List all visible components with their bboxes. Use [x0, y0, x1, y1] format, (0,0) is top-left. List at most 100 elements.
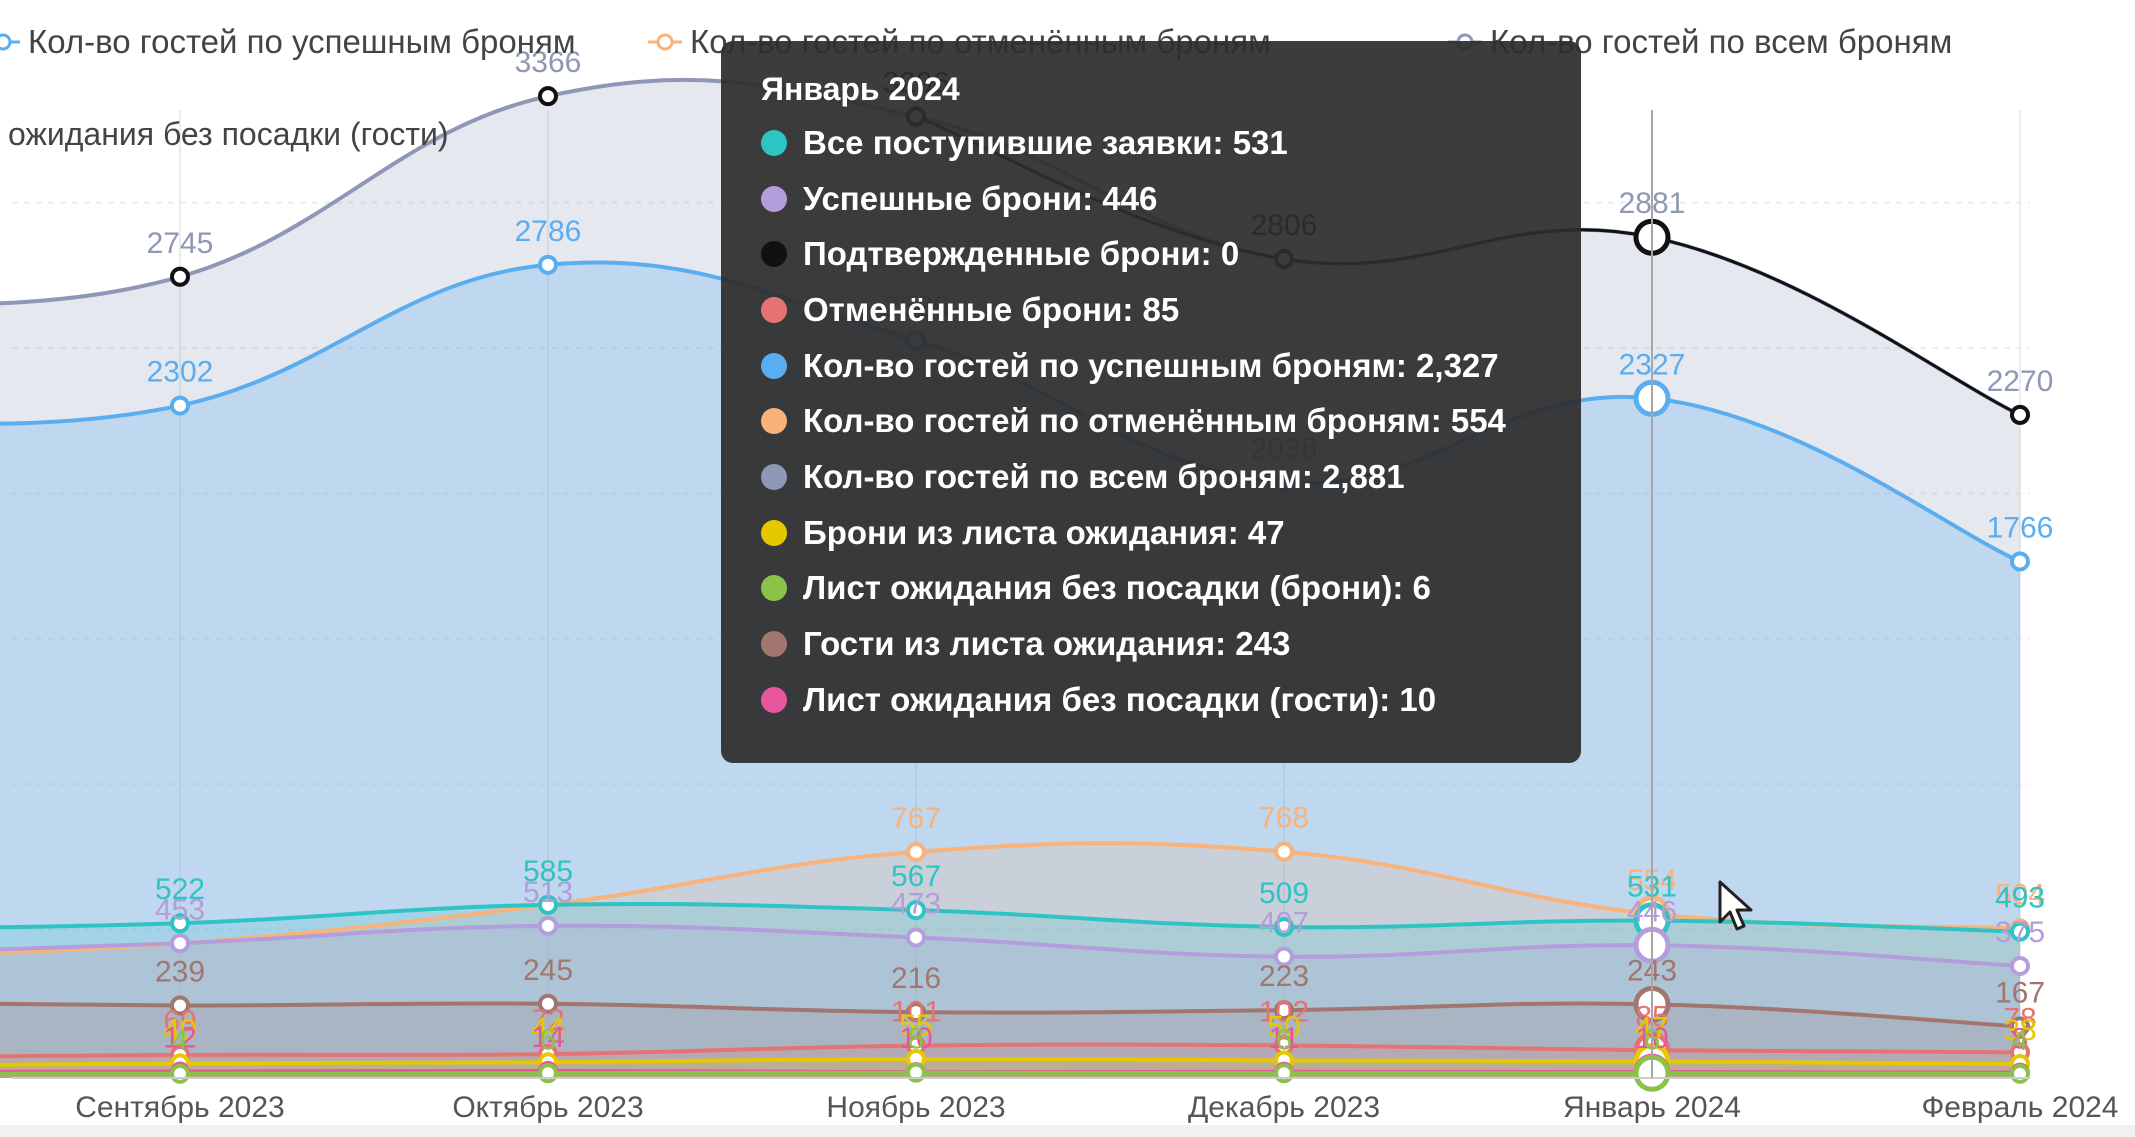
series-3-value-label: 102	[1259, 995, 1309, 1028]
series-color-dot-icon	[761, 352, 787, 379]
series-8-point[interactable]	[170, 1063, 190, 1084]
series-2-point[interactable]	[538, 86, 558, 107]
series-8-value-label: 8	[908, 1023, 925, 1056]
series-5-point[interactable]	[1274, 841, 1294, 862]
series-0-point[interactable]	[906, 900, 926, 921]
x-axis-tick-label: Октябрь 2023	[452, 1091, 643, 1124]
tooltip-row-label: Кол-во гостей по отменённым броням: 554	[803, 402, 1506, 440]
series-0-point[interactable]	[2010, 921, 2030, 942]
series-9-point[interactable]	[906, 1002, 926, 1023]
series-5-area	[0, 843, 2020, 1078]
x-axis-tick-label: Ноябрь 2023	[826, 1091, 1005, 1124]
series-4-point[interactable]	[2010, 551, 2030, 572]
x-axis-tick-label: Декабрь 2023	[1188, 1091, 1380, 1124]
series-5-value-label: 768	[1259, 802, 1309, 835]
series-10-value-label: 8	[2012, 1023, 2029, 1056]
series-1-value-label: 453	[155, 893, 205, 926]
series-0-point[interactable]	[1274, 916, 1294, 937]
series-9-value-label: 245	[523, 954, 573, 987]
tooltip-row-label: Кол-во гостей по успешным броням: 2,327	[803, 346, 1499, 384]
x-axis-tick-label: Январь 2024	[1563, 1091, 1741, 1124]
tooltip-title: Январь 2024	[761, 71, 960, 107]
tooltip-row-label: Успешные брони: 446	[803, 179, 1158, 217]
series-0-point[interactable]	[170, 913, 190, 934]
series-1-value-label: 407	[1259, 907, 1309, 940]
series-1-point[interactable]	[170, 933, 190, 954]
series-10-value-label: 14	[531, 1021, 564, 1054]
series-0-value-label: 509	[1259, 877, 1309, 910]
series-3-value-label: 78	[2003, 1002, 2036, 1035]
series-6-value-label: 3366	[515, 46, 582, 79]
series-3-value-label: 72	[531, 1004, 564, 1037]
tooltip-row: Все поступившие заявки: 531	[761, 115, 1581, 171]
series-0-point[interactable]	[538, 894, 558, 915]
tooltip-row: Успешные брони: 446	[761, 171, 1581, 227]
tooltip-row-label: Лист ожидания без посадки (гости): 10	[803, 680, 1437, 718]
x-axis-tick-label: Сентябрь 2023	[75, 1091, 284, 1124]
series-color-dot-icon	[761, 241, 787, 268]
series-10-value-label: 10	[899, 1022, 932, 1055]
tooltip-rows: Все поступившие заявки: 531 Успешные брон…	[761, 115, 1581, 728]
series-7-value-label: 50	[1267, 1010, 1300, 1043]
series-5-value-label: 504	[1995, 878, 2045, 911]
series-0-value-label: 493	[1995, 882, 2045, 915]
series-9-value-label: 167	[1995, 976, 2045, 1009]
series-1-value-label: 473	[891, 887, 941, 920]
tooltip-row: Кол-во гостей по успешным броням: 2,327	[761, 338, 1581, 394]
tooltip-row: Кол-во гостей по отменённым броням: 554	[761, 393, 1581, 449]
legend-item-label[interactable]: Кол-во гостей по успешным броням	[28, 23, 576, 60]
series-5-value-label: 585	[523, 855, 573, 888]
series-8-line	[0, 1070, 2021, 1076]
series-9-value-label: 239	[155, 955, 205, 988]
tooltip-row-label: Подтвержденные брони: 0	[803, 235, 1240, 273]
series-9-point[interactable]	[2010, 1016, 2030, 1037]
legend-point-marker	[0, 33, 12, 51]
series-4-value-label: 1766	[1987, 511, 2054, 544]
series-7-value-label: 40	[163, 1013, 196, 1046]
series-2-point[interactable]	[170, 266, 190, 287]
series-9-value-label: 216	[891, 962, 941, 995]
series-1-point[interactable]	[1274, 946, 1294, 967]
series-8-point[interactable]	[906, 1062, 926, 1083]
series-0-value-label: 522	[155, 873, 205, 906]
series-5-value-label: 767	[891, 802, 941, 835]
series-7-value-label: 38	[2003, 1014, 2036, 1047]
series-4-value-label: 2786	[515, 215, 582, 248]
series-1-point[interactable]	[538, 915, 558, 936]
series-9-point[interactable]	[1274, 1000, 1294, 1021]
tooltip-row: Подтвержденные брони: 0	[761, 226, 1581, 282]
series-1-point[interactable]	[2010, 955, 2030, 976]
series-color-dot-icon	[761, 408, 787, 435]
series-7-value-label: 44	[531, 1012, 564, 1045]
series-9-point[interactable]	[538, 993, 558, 1014]
tooltip-row: Гости из листа ожидания: 243	[761, 616, 1581, 672]
series-8-value-label: 4	[2012, 1024, 2029, 1057]
series-2-point[interactable]	[2010, 404, 2030, 425]
tooltip-row: Лист ожидания без посадки (гости): 10	[761, 672, 1581, 728]
series-4-value-label: 2302	[147, 356, 214, 389]
mouse-cursor-icon	[1718, 880, 1753, 931]
series-9-value-label: 223	[1259, 960, 1309, 993]
series-color-dot-icon	[761, 519, 787, 546]
series-5-point[interactable]	[906, 841, 926, 862]
tooltip-row-label: Отменённые брони: 85	[803, 290, 1180, 328]
series-4-point[interactable]	[538, 254, 558, 275]
series-8-point[interactable]	[2010, 1063, 2030, 1084]
series-6-value-label: 2270	[1987, 365, 2054, 398]
series-4-point[interactable]	[170, 395, 190, 416]
tooltip-row: Брони из листа ожидания: 47	[761, 505, 1581, 561]
series-10-value-label: 12	[163, 1022, 196, 1055]
scroll-strip	[0, 1125, 2135, 1137]
series-1-point[interactable]	[906, 927, 926, 948]
tooltip-row-label: Все поступившие заявки: 531	[803, 123, 1288, 161]
legend-point-marker	[656, 33, 674, 51]
x-axis: Сентябрь 2023 Октябрь 2023 Ноябрь 2023 Дека…	[0, 1077, 2135, 1137]
series-color-dot-icon	[761, 296, 787, 323]
series-1-value-label: 375	[1995, 916, 2045, 949]
tooltip-row: Кол-во гостей по всем броням: 2,881	[761, 449, 1581, 505]
series-color-dot-icon	[761, 463, 787, 490]
series-9-point[interactable]	[170, 995, 190, 1016]
series-color-dot-icon	[761, 575, 787, 602]
series-1-value-label: 513	[523, 876, 573, 909]
series-7-value-label: 55	[899, 1009, 932, 1042]
